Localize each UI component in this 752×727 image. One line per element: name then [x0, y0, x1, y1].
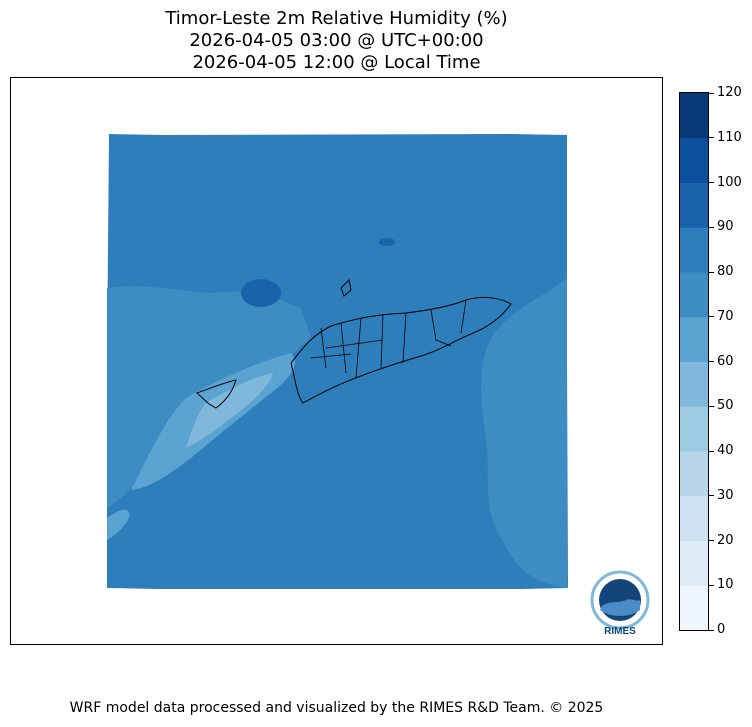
colorbar-segment	[680, 361, 708, 407]
humidity-band-80-90-blob	[241, 279, 281, 307]
colorbar-tick-label: 20	[709, 533, 734, 548]
humidity-band-50-60	[186, 373, 273, 448]
colorbar-tick-label: 80	[709, 265, 734, 279]
colorbar-tick-label: 100	[709, 175, 742, 190]
colorbar-tick-label: 60	[709, 354, 734, 369]
colorbar-segment	[680, 227, 708, 273]
colorbar-tick-label: 120	[709, 86, 742, 100]
colorbar-segment	[680, 451, 708, 497]
colorbar-tick-label: 50	[709, 399, 734, 413]
title-line-2: 2026-04-05 03:00 @ UTC+00:00	[189, 30, 484, 51]
colorbar-tick-label: 40	[709, 444, 734, 458]
timor-leste-coastline	[290, 296, 512, 404]
colorbar-segment	[680, 137, 708, 183]
colorbar-tick-label: 30	[709, 488, 734, 503]
chart-title: Timor-Leste 2m Relative Humidity (%) 202…	[10, 8, 663, 74]
rimes-logo: RIMES	[590, 570, 650, 637]
oecusse-outline	[196, 379, 237, 409]
colorbar-tick-label: 70	[709, 309, 734, 324]
colorbar-segment	[680, 585, 708, 630]
colorbar	[679, 92, 709, 631]
municipal-boundaries	[310, 299, 467, 379]
colorbar-segment	[680, 316, 708, 362]
humidity-band-sw-patch	[107, 509, 130, 540]
colorbar-tick-label: 0	[709, 623, 725, 637]
colorbar-tick-label: 110	[709, 130, 742, 145]
colorbar-segment	[680, 272, 708, 318]
colorbar-segment	[680, 495, 708, 541]
colorbar-segment	[680, 540, 708, 586]
title-line-1: Timor-Leste 2m Relative Humidity (%)	[165, 8, 508, 29]
humidity-band-80-90-small	[379, 238, 395, 246]
colorbar-tick-label: 90	[709, 220, 734, 234]
colorbar-segment	[680, 406, 708, 452]
footer-credit: WRF model data processed and visualized …	[69, 700, 604, 716]
humidity-map	[107, 134, 568, 589]
humidity-field-base	[107, 134, 568, 589]
map-panel: RIMES	[10, 77, 663, 645]
colorbar-segment	[680, 93, 708, 139]
humidity-band-70-80-east	[481, 278, 567, 588]
title-line-3: 2026-04-05 12:00 @ Local Time	[192, 52, 481, 73]
colorbar-tick-label: 10	[709, 578, 734, 592]
atauro-island	[340, 278, 352, 297]
colorbar-gradient	[680, 93, 708, 630]
logo-text: RIMES	[604, 626, 636, 637]
colorbar-segment	[680, 182, 708, 228]
